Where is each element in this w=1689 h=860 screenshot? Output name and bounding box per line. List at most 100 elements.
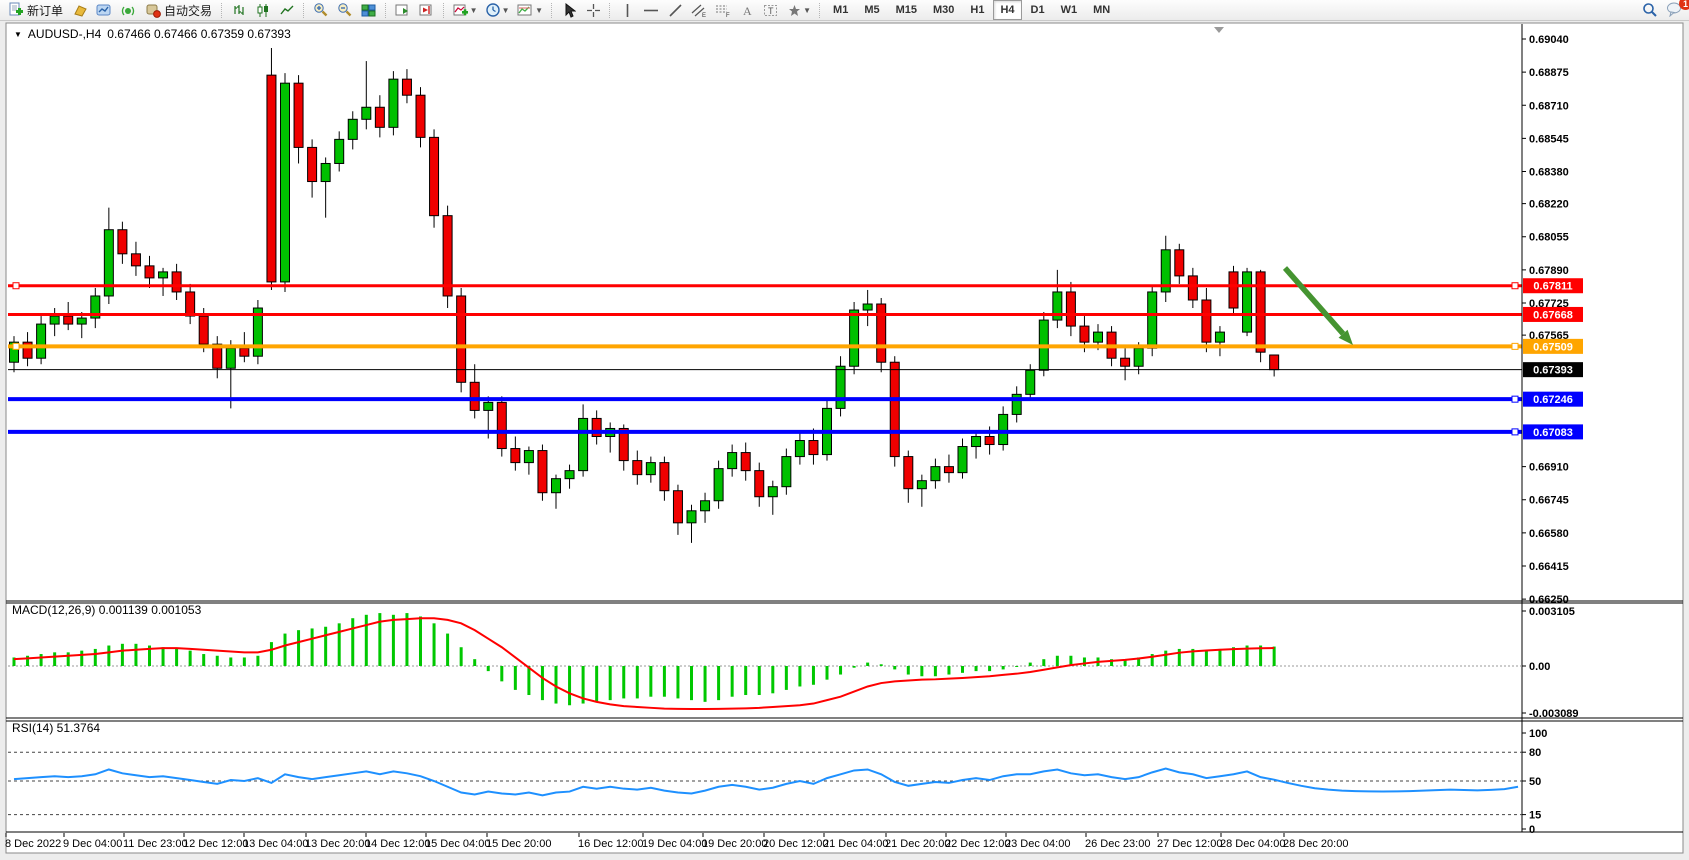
periods-button[interactable]: ▼ — [481, 0, 513, 21]
macd-histogram-bar — [66, 652, 70, 666]
text-label-tool-button[interactable]: T — [759, 0, 783, 21]
candle-up — [564, 470, 575, 480]
date-tick-label: 28 Dec 20:00 — [1283, 838, 1348, 850]
line-handle[interactable] — [1511, 395, 1519, 403]
chart-shift-icon — [419, 4, 432, 15]
macd-histogram-bar — [283, 633, 287, 666]
search-button[interactable] — [1638, 0, 1662, 21]
price-tick-label: 0.68220 — [1529, 199, 1569, 211]
line-handle[interactable] — [12, 282, 20, 290]
candlestick-icon — [257, 3, 268, 17]
timeframe-button-m30[interactable]: M30 — [933, 4, 955, 16]
price-line-label: 0.67393 — [1533, 365, 1573, 377]
chart-window-background — [5, 22, 1684, 854]
line-handle[interactable] — [1511, 342, 1519, 350]
crosshair-tool-button[interactable] — [581, 0, 605, 21]
timeframe-button-m5[interactable]: M5 — [864, 4, 880, 16]
macd-histogram-bar — [242, 657, 246, 666]
channel-tool-button[interactable]: E — [687, 0, 711, 21]
indicators-button[interactable]: ▼ — [449, 0, 481, 21]
candle-down — [984, 436, 995, 446]
line-chart-button[interactable] — [275, 0, 299, 21]
horizontal-lines — [8, 282, 1522, 436]
templates-button[interactable]: ▼ — [513, 0, 547, 21]
trendline-tool-button[interactable] — [663, 0, 687, 21]
profiles-button[interactable] — [92, 0, 116, 21]
date-tick-label: 13 Dec 04:00 — [243, 838, 308, 850]
rsi-line — [13, 767, 1519, 797]
macd-histogram-bar — [1069, 655, 1073, 666]
rsi-panel: 100 80 50 15 0 RSI(14) 51.3764 — [8, 721, 1547, 836]
candle-down — [185, 291, 196, 317]
timeframe-bar: M1 M5 M15 M30 H1 H4 D1 W1 MN — [825, 0, 1118, 20]
macd-histogram-bar — [1028, 662, 1032, 666]
template-icon — [517, 4, 532, 15]
zoom-in-button[interactable] — [309, 0, 333, 21]
macd-histogram-bar — [1191, 648, 1195, 666]
price-axis[interactable]: 0.69040 0.68875 0.68710 0.68545 0.68380 0.682… — [1521, 24, 1583, 832]
tile-windows-button[interactable] — [357, 0, 381, 21]
macd-histogram-bar — [635, 666, 639, 699]
price-line-label: 0.67083 — [1533, 427, 1573, 439]
candlestick-button[interactable] — [251, 0, 275, 21]
macd-histogram-bar — [852, 666, 856, 668]
timeframe-button-m1[interactable]: M1 — [833, 4, 849, 16]
candle-down — [171, 271, 182, 293]
cursor-tool-button[interactable] — [557, 0, 581, 21]
toolbar-separator — [609, 2, 611, 18]
autotrade-button[interactable]: 自动交易 — [140, 0, 217, 21]
toolbar-separator — [221, 2, 223, 18]
clock-icon — [485, 3, 500, 17]
chart-shift-button[interactable] — [415, 0, 439, 21]
chart-shift-marker[interactable] — [1214, 27, 1224, 33]
chevron-down-icon: ▼ — [803, 5, 811, 15]
toolbar-separator — [819, 2, 821, 18]
macd-histogram-bar — [1245, 645, 1249, 666]
new-order-button[interactable]: 新订单 — [3, 0, 68, 21]
vertical-line-tool-button[interactable] — [615, 0, 639, 21]
macd-histogram-bar — [337, 623, 341, 666]
zoom-out-icon — [338, 3, 352, 17]
macd-histogram-bar — [730, 666, 734, 697]
bar-chart-button[interactable] — [227, 0, 251, 21]
line-handle[interactable] — [1511, 282, 1519, 290]
timeframe-button-mn[interactable]: MN — [1093, 4, 1111, 16]
svg-text:E: E — [702, 13, 706, 18]
macd-histogram-bar — [690, 666, 693, 701]
timeframe-button-w1[interactable]: W1 — [1060, 4, 1078, 16]
timeframe-button-h1[interactable]: H1 — [970, 4, 985, 16]
rsi-tick-label: 100 — [1529, 728, 1547, 740]
macd-histogram-bar — [12, 657, 16, 666]
annotation-arrow[interactable] — [1282, 266, 1353, 345]
candle-down — [469, 381, 480, 411]
line-handle[interactable] — [12, 342, 20, 350]
notifications-button[interactable]: 1 — [1666, 0, 1689, 19]
new-chart-button[interactable] — [68, 0, 92, 21]
timeframe-button-m15[interactable]: M15 — [895, 4, 917, 16]
arrows-tool-button[interactable]: ▼ — [783, 0, 815, 21]
text-tool-button[interactable]: A — [735, 0, 759, 21]
date-tick-label: 19 Dec 20:00 — [702, 838, 767, 850]
macd-histogram-bar — [188, 650, 192, 666]
price-tick-label: 0.66415 — [1529, 561, 1569, 573]
macd-histogram-bar — [432, 623, 436, 666]
crosshair-icon — [586, 3, 600, 17]
macd-histogram-bar — [568, 666, 572, 706]
signals-button[interactable] — [116, 0, 140, 21]
timeframe-button-h4[interactable]: H4 — [993, 0, 1022, 20]
macd-histogram-bar — [839, 666, 843, 675]
candle-up — [1242, 271, 1253, 333]
macd-histogram-bar — [879, 664, 883, 666]
candle-down — [266, 74, 277, 283]
horizontal-line-tool-button[interactable] — [639, 0, 663, 21]
chevron-down-icon: ▼ — [501, 5, 510, 15]
zoom-out-button[interactable] — [333, 0, 357, 21]
timeframe-button-d1[interactable]: D1 — [1030, 4, 1045, 16]
line-handle[interactable] — [1511, 428, 1519, 436]
auto-scroll-button[interactable] — [391, 0, 415, 21]
fibonacci-tool-button[interactable]: F — [711, 0, 735, 21]
chart-menu-triangle-icon[interactable]: ▼ — [14, 29, 22, 39]
price-tick-label: 0.66910 — [1529, 462, 1569, 474]
